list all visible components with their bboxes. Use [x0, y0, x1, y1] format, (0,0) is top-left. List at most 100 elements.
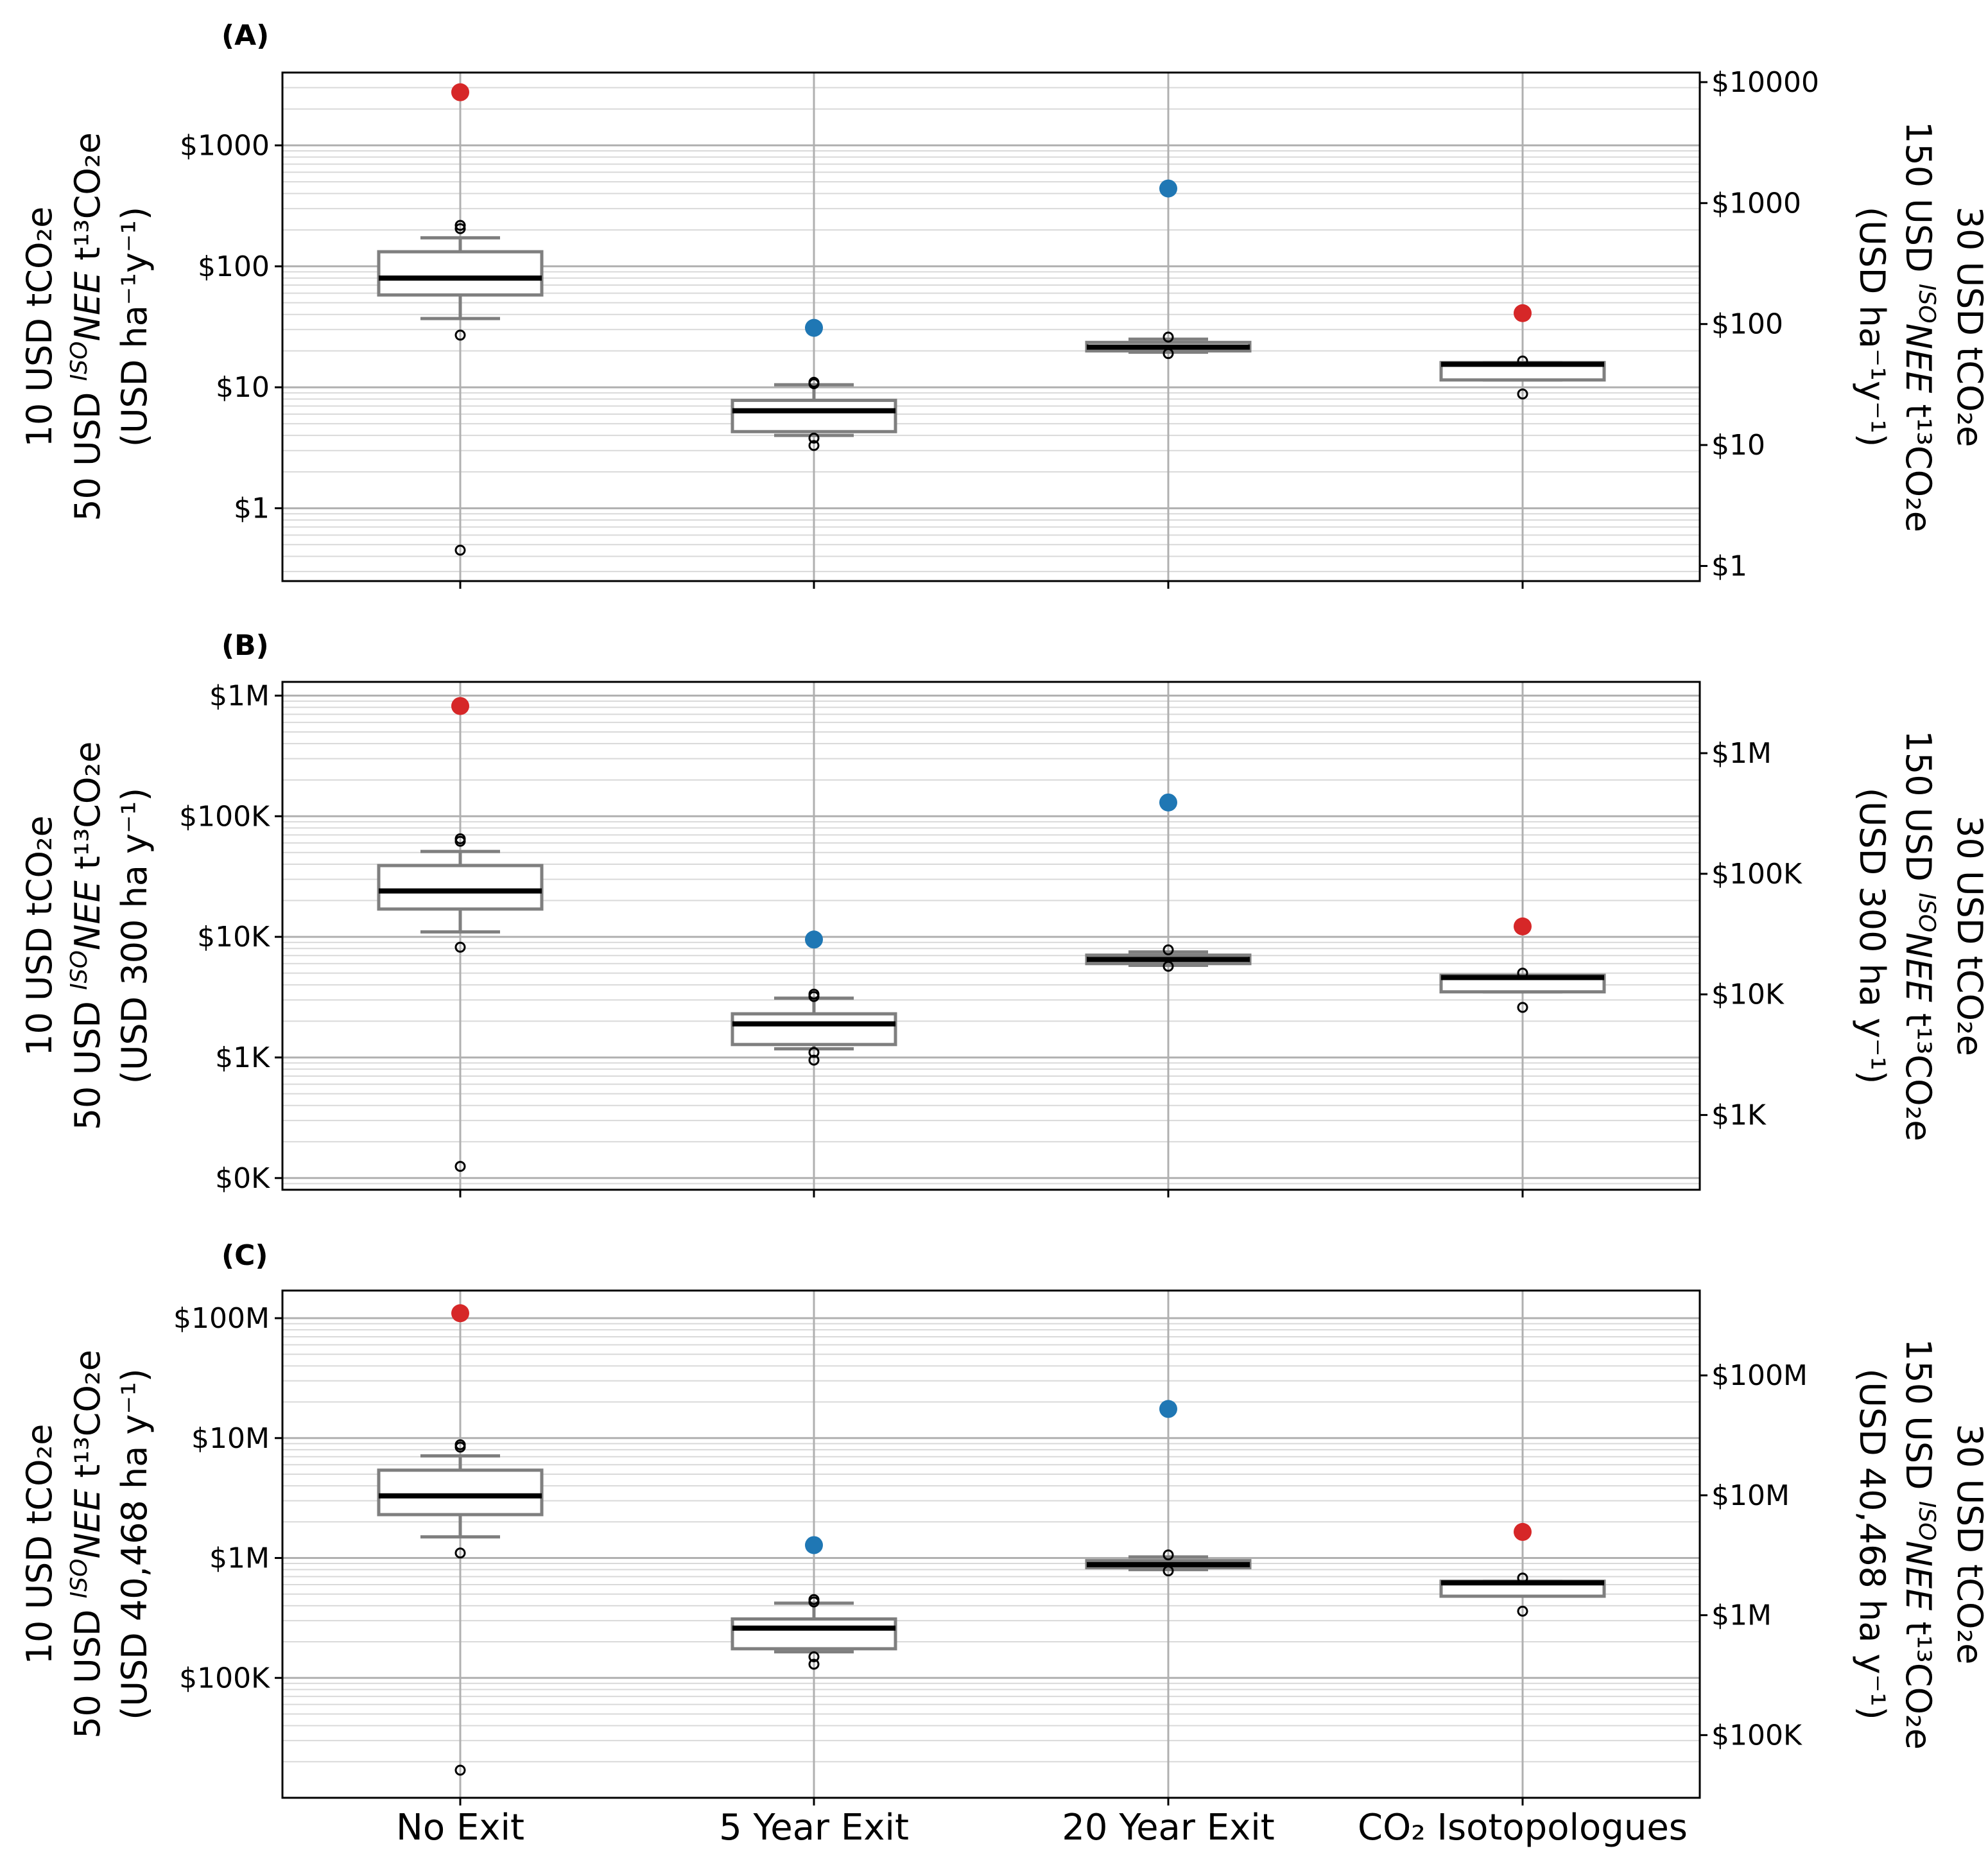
- highlight-point: [1514, 1522, 1532, 1541]
- box-iqr: [377, 250, 544, 297]
- left-ylabel-line: 50 USD ISONEE t¹³CO₂e: [66, 742, 108, 1131]
- flier-point: [808, 1651, 820, 1662]
- highlight-point: [1514, 304, 1532, 322]
- highlight-point: [805, 1536, 823, 1554]
- flier-point: [454, 1439, 466, 1450]
- flier-point: [454, 1764, 466, 1776]
- right-ylabel-line: 30 USD tCO₂e: [1949, 1424, 1988, 1665]
- highlight-point: [451, 1304, 469, 1323]
- left-tick-label: $1: [234, 492, 270, 525]
- right-ylabel-line: 150 USD ISONEE t¹³CO₂e: [1898, 731, 1940, 1142]
- flier-point: [1517, 1605, 1528, 1617]
- flier-point: [808, 1047, 820, 1058]
- category-label: CO₂ Isotopologues: [1358, 1807, 1688, 1849]
- right-tick-label: $10K: [1711, 979, 1785, 1011]
- right-tick-label: $1000: [1711, 187, 1801, 220]
- category-label: 5 Year Exit: [719, 1807, 909, 1849]
- flier-point: [1517, 355, 1528, 367]
- flier-point: [454, 1547, 466, 1559]
- right-tick-label: $100K: [1711, 1719, 1802, 1752]
- left-tick-label: $10K: [197, 921, 270, 953]
- right-ylabel-line: (USD 300 ha y⁻¹): [1852, 788, 1892, 1084]
- box-2: [1085, 179, 1252, 360]
- right-tick-label: $10000: [1711, 66, 1819, 99]
- flier-point: [1163, 331, 1174, 343]
- flier-point: [1163, 961, 1174, 972]
- right-tick-label: $10M: [1711, 1479, 1790, 1512]
- left-ylabel-line: 10 USD tCO₂e: [19, 1424, 60, 1665]
- right-tick-label: $100K: [1711, 858, 1802, 891]
- flier-point: [808, 1054, 820, 1066]
- box-iqr: [377, 864, 544, 911]
- flier-point: [454, 833, 466, 844]
- box-0: [377, 83, 544, 556]
- right-tick-label: $100: [1711, 308, 1783, 341]
- highlight-point: [1514, 917, 1532, 935]
- left-tick-label: $100K: [179, 1662, 270, 1694]
- flier-point: [808, 1658, 820, 1670]
- right-tick-label: $1K: [1711, 1099, 1767, 1132]
- grid: [282, 1291, 1700, 1798]
- flier-point: [808, 432, 820, 444]
- highlight-point: [1159, 1400, 1177, 1418]
- plot-frame: [281, 681, 1701, 1191]
- plot-frame: [281, 71, 1701, 582]
- right-tick-label: $1: [1711, 550, 1747, 582]
- box-0: [377, 697, 544, 1172]
- flier-point: [1517, 388, 1528, 400]
- left-ylabel-line: (USD 300 ha y⁻¹): [114, 788, 155, 1084]
- flier-point: [1517, 1002, 1528, 1013]
- flier-point: [1517, 1572, 1528, 1584]
- left-tick-label: $1K: [215, 1041, 270, 1074]
- highlight-point: [451, 697, 469, 715]
- flier-point: [454, 544, 466, 556]
- panel-b: $0K $1K $10K $100K $1M $1K $10K $100K $1M (B) 10 U…: [19, 629, 1988, 1197]
- left-ylabel-line: 10 USD tCO₂e: [19, 815, 60, 1056]
- box-iqr: [730, 1012, 897, 1047]
- box-iqr: [377, 1468, 544, 1517]
- left-tick-label: $10: [216, 371, 270, 404]
- plot-frame: [281, 1289, 1701, 1799]
- box-2: [1085, 793, 1252, 972]
- flier-point: [1163, 944, 1174, 955]
- box-0: [377, 1304, 544, 1776]
- left-tick-label: $100K: [179, 800, 270, 833]
- flier-point: [454, 220, 466, 231]
- highlight-point: [451, 83, 469, 101]
- flier-point: [1163, 1549, 1174, 1561]
- right-ylabel-line: 30 USD tCO₂e: [1949, 815, 1988, 1056]
- box-1: [730, 1536, 897, 1670]
- flier-point: [808, 376, 820, 388]
- highlight-point: [1159, 179, 1177, 198]
- left-tick-label: $100: [198, 250, 270, 283]
- left-ylabel-line: 50 USD ISONEE t¹³CO₂e: [66, 132, 108, 521]
- highlight-point: [805, 318, 823, 337]
- box-3: [1439, 304, 1606, 400]
- right-tick-label: $10: [1711, 429, 1765, 462]
- grid: [282, 682, 1700, 1190]
- right-ylabel-line: 150 USD ISONEE t¹³CO₂e: [1898, 121, 1940, 532]
- right-ylabel-line: 30 USD tCO₂e: [1949, 207, 1988, 448]
- flier-point: [454, 941, 466, 953]
- right-ylabel-line: 150 USD ISONEE t¹³CO₂e: [1898, 1339, 1940, 1750]
- panel-c: $100K $1M $10M $100M $100K $1M $10M $100M (C) 10 …: [19, 1239, 1988, 1805]
- left-tick-label: $100M: [173, 1302, 270, 1335]
- box-2: [1085, 1400, 1252, 1577]
- category-label: No Exit: [396, 1807, 524, 1849]
- flier-point: [454, 223, 466, 234]
- right-tick-label: $100M: [1711, 1359, 1808, 1392]
- left-ylabel-line: 10 USD tCO₂e: [19, 207, 60, 448]
- highlight-point: [805, 930, 823, 949]
- box-3: [1439, 917, 1606, 1013]
- box-iqr: [730, 399, 897, 433]
- flier-point: [1163, 1565, 1174, 1577]
- panel-label: (A): [221, 19, 269, 52]
- box-1: [730, 318, 897, 451]
- left-ylabel-line: (USD 40,468 ha y⁻¹): [114, 1368, 155, 1719]
- left-ylabel-line: 50 USD ISONEE t¹³CO₂e: [66, 1350, 108, 1739]
- flier-point: [1517, 968, 1528, 979]
- left-tick-label: $1M: [209, 1542, 270, 1575]
- right-ylabel-line: (USD ha⁻¹y⁻¹): [1852, 207, 1892, 447]
- grid: [282, 73, 1700, 581]
